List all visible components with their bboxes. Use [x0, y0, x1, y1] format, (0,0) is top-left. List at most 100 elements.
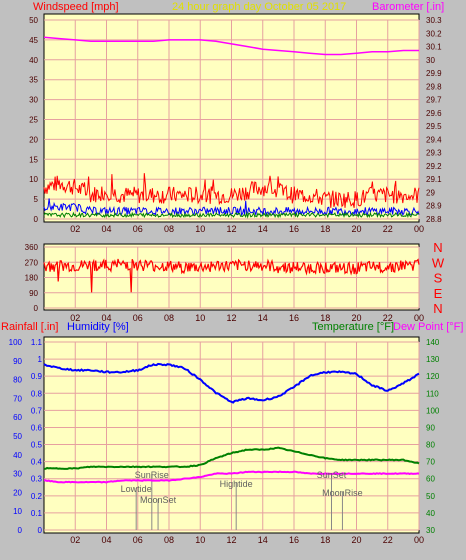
series-line-wind-direction: [43, 258, 420, 293]
direction-x-tick-label: 18: [320, 313, 330, 323]
rainfall-y-tick-label: 0.6: [31, 423, 43, 432]
temp-x-tick-label: 10: [195, 535, 205, 545]
rainfall-y-tick-label: 0.4: [31, 458, 43, 467]
direction-y-tick-label: 270: [25, 258, 39, 267]
direction-y-tick-label: 0: [34, 304, 39, 313]
barometer-y-tick-label: 29.1: [426, 175, 442, 184]
wind-x-tick-label: 04: [101, 224, 111, 234]
wind-y-tick-label: 35: [29, 76, 38, 85]
humidity-y-tick-label: 60: [13, 413, 22, 422]
dewpoint-axis-title: Dew Point [°F]: [393, 321, 463, 333]
date-title: 24 hour graph day October 05 2017: [172, 1, 346, 13]
direction-x-tick-label: 14: [258, 313, 268, 323]
wind-x-tick-label: 14: [258, 224, 268, 234]
series-line-temperature: [43, 446, 420, 470]
temp-x-tick-label: 18: [320, 535, 330, 545]
temp-x-tick-label: 20: [351, 535, 361, 545]
barometer-y-tick-label: 29.6: [426, 109, 442, 118]
wind-y-tick-label: 30: [29, 96, 38, 105]
temperature-y-tick-label: 140: [426, 338, 440, 347]
humidity-y-tick-label: 50: [13, 432, 22, 441]
wind-y-tick-label: 50: [29, 16, 38, 25]
direction-x-tick-label: 10: [195, 313, 205, 323]
temp-x-tick-label: 04: [101, 535, 111, 545]
windspeed-title: Windspeed [mph]: [33, 1, 119, 13]
rainfall-y-tick-label: 0.7: [31, 406, 43, 415]
barometer-y-tick-label: 29.8: [426, 82, 442, 91]
annotation-label: SunSet: [317, 470, 347, 480]
wind-x-tick-label: 20: [351, 224, 361, 234]
barometer-y-tick-label: 29: [426, 188, 435, 197]
chart-marks: [43, 36, 420, 530]
wind-x-tick-label: 02: [70, 224, 80, 234]
wind-y-tick-label: 40: [29, 56, 38, 65]
wind-x-tick-label: 12: [226, 224, 236, 234]
wind-y-tick-label: 0: [34, 215, 39, 224]
wind-y-tick-label: 20: [29, 135, 38, 144]
barometer-y-tick-label: 30.2: [426, 29, 442, 38]
gridlines: [44, 19, 420, 531]
humidity-y-tick-label: 0: [18, 526, 23, 535]
temperature-y-tick-label: 30: [426, 526, 435, 535]
compass-label: S: [434, 271, 443, 286]
humidity-y-tick-label: 100: [9, 338, 23, 347]
barometer-title: Barometer [.in]: [372, 1, 444, 13]
barometer-y-tick-label: 30: [426, 56, 435, 65]
humidity-y-tick-label: 80: [13, 376, 22, 385]
direction-y-tick-label: 90: [29, 289, 38, 298]
temp-x-tick-label: 08: [164, 535, 174, 545]
direction-x-tick-label: 02: [70, 313, 80, 323]
series-line-wind-gust: [43, 173, 420, 208]
annotation-label: Hightide: [220, 479, 253, 489]
temperature-y-tick-label: 100: [426, 406, 440, 415]
rainfall-y-tick-label: 0.2: [31, 492, 43, 501]
temperature-y-tick-label: 50: [426, 492, 435, 501]
direction-x-tick-label: 22: [383, 313, 393, 323]
humidity-y-tick-label: 70: [13, 394, 22, 403]
wind-y-tick-label: 25: [29, 116, 38, 125]
temp-x-tick-label: 14: [258, 535, 268, 545]
direction-x-tick-label: 06: [133, 313, 143, 323]
temperature-y-tick-label: 110: [426, 389, 439, 398]
temperature-y-tick-label: 120: [426, 372, 440, 381]
barometer-y-tick-label: 29.4: [426, 135, 442, 144]
temperature-y-tick-label: 60: [426, 475, 435, 484]
temperature-y-tick-label: 80: [426, 441, 435, 450]
annotation-label: MoonRise: [322, 488, 363, 498]
wind-y-tick-label: 15: [29, 155, 38, 164]
chart-labels: 0510152025303540455028.828.92929.129.229…: [9, 16, 445, 545]
annotation-label: SunRise: [135, 470, 169, 480]
temperature-y-tick-label: 40: [426, 509, 435, 518]
direction-x-tick-label: 08: [164, 313, 174, 323]
barometer-y-tick-label: 30.3: [426, 16, 442, 25]
series-line-barometer: [43, 36, 419, 56]
wind-x-tick-label: 00: [414, 224, 424, 234]
wind-x-tick-label: 06: [133, 224, 143, 234]
temp-x-tick-label: 22: [383, 535, 393, 545]
series-line-wind-speed: [43, 198, 420, 217]
barometer-y-tick-label: 28.9: [426, 202, 442, 211]
wind-y-tick-label: 45: [29, 36, 38, 45]
direction-x-tick-label: 00: [414, 313, 424, 323]
barometer-y-tick-label: 29.9: [426, 69, 442, 78]
wind-y-tick-label: 5: [34, 195, 39, 204]
wind-x-tick-label: 22: [383, 224, 393, 234]
humidity-y-tick-label: 20: [13, 488, 22, 497]
direction-y-tick-label: 180: [25, 274, 39, 283]
temp-x-tick-label: 12: [226, 535, 236, 545]
wind-y-tick-label: 10: [29, 175, 38, 184]
wind-x-tick-label: 10: [195, 224, 205, 234]
humidity-y-tick-label: 10: [13, 507, 22, 516]
direction-x-tick-label: 04: [101, 313, 111, 323]
series-line-humidity: [43, 362, 420, 404]
wind-x-tick-label: 08: [164, 224, 174, 234]
barometer-y-tick-label: 28.8: [426, 215, 442, 224]
rainfall-y-tick-label: 0.5: [31, 441, 43, 450]
temp-x-tick-label: 02: [70, 535, 80, 545]
direction-x-tick-label: 12: [226, 313, 236, 323]
humidity-axis-title: Humidity [%]: [67, 321, 129, 333]
wind-x-tick-label: 18: [320, 224, 330, 234]
compass-label: W: [432, 255, 445, 270]
